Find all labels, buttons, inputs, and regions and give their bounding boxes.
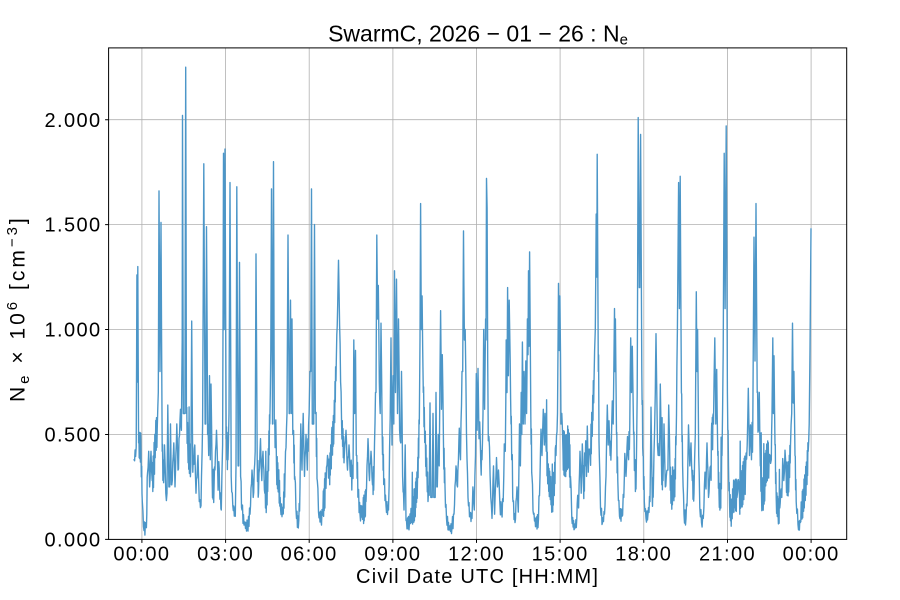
svg-text:0.500: 0.500	[45, 425, 102, 447]
svg-text:2.000: 2.000	[45, 110, 102, 132]
svg-text:Ne × 106 [cm−3]: Ne × 106 [cm−3]	[4, 215, 33, 402]
svg-text:12:00: 12:00	[448, 544, 505, 566]
svg-text:03:00: 03:00	[197, 544, 254, 566]
svg-text:1.000: 1.000	[45, 320, 102, 342]
svg-text:06:00: 06:00	[281, 544, 338, 566]
svg-text:1.500: 1.500	[45, 215, 102, 237]
svg-text:Civil Date UTC [HH:MM]: Civil Date UTC [HH:MM]	[356, 566, 599, 588]
svg-text:00:00: 00:00	[113, 544, 170, 566]
svg-text:21:00: 21:00	[699, 544, 756, 566]
svg-text:SwarmC, 2026 − 01 − 26 : Ne: SwarmC, 2026 − 01 − 26 : Ne	[328, 21, 628, 49]
svg-text:18:00: 18:00	[615, 544, 672, 566]
svg-text:00:00: 00:00	[783, 544, 840, 566]
svg-text:09:00: 09:00	[364, 544, 421, 566]
svg-text:0.000: 0.000	[45, 530, 102, 552]
svg-text:15:00: 15:00	[532, 544, 589, 566]
